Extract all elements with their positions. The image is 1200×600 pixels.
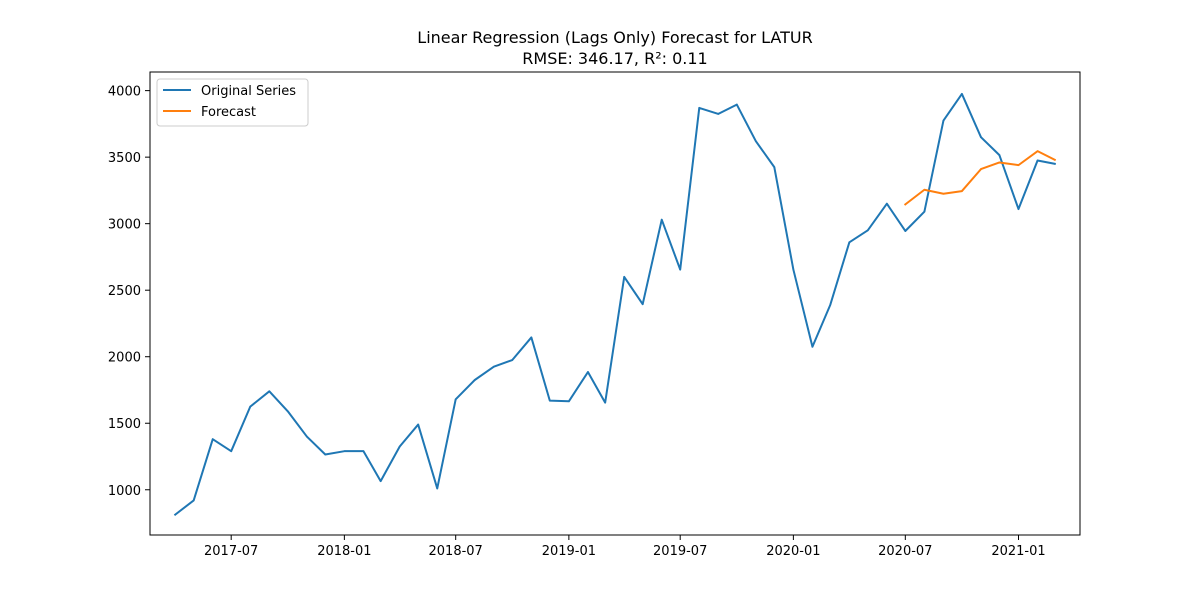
- series-forecast: [903, 150, 1057, 206]
- data-point: [362, 450, 365, 452]
- x-tick-label: 2020-01: [766, 544, 820, 559]
- legend-label-original: Original Series: [201, 84, 296, 99]
- data-point: [343, 450, 346, 452]
- x-tick-label: 2018-07: [429, 544, 483, 559]
- y-tick-label: 2500: [108, 284, 141, 299]
- y-tick-label: 1500: [108, 417, 141, 432]
- data-point: [511, 359, 514, 361]
- data-point: [324, 453, 327, 456]
- data-point: [1053, 163, 1056, 165]
- series-original-series: [173, 92, 1056, 517]
- data-point: [755, 140, 757, 142]
- data-point: [773, 166, 776, 168]
- plot-area: [149, 71, 1081, 536]
- data-point: [923, 188, 926, 191]
- data-point: [848, 241, 851, 244]
- series-line: [173, 92, 1056, 517]
- data-point: [174, 513, 177, 516]
- y-tick-label: 3500: [108, 151, 141, 166]
- data-point: [998, 161, 1001, 164]
- y-tick-label: 2000: [108, 351, 141, 366]
- data-point: [961, 93, 963, 95]
- data-point: [1053, 159, 1056, 161]
- data-point: [192, 499, 195, 502]
- data-point: [493, 365, 495, 368]
- series-layer: [173, 92, 1057, 517]
- data-point: [886, 202, 888, 205]
- chart-subtitle: RMSE: 346.17, R²: 0.11: [522, 49, 707, 68]
- y-tick-label: 1000: [108, 484, 141, 499]
- y-tick-label: 3000: [108, 218, 141, 233]
- data-point: [904, 203, 907, 206]
- data-point: [942, 192, 945, 195]
- data-point: [923, 210, 926, 213]
- data-point: [398, 445, 401, 448]
- x-tick-label: 2020-07: [878, 544, 932, 559]
- plot-frame: [149, 71, 1081, 536]
- data-point: [587, 371, 589, 373]
- legend: Original Series Forecast: [156, 78, 309, 127]
- data-point: [623, 276, 626, 278]
- data-point: [904, 230, 907, 232]
- data-point: [980, 136, 982, 138]
- data-point: [998, 154, 1001, 156]
- data-point: [679, 268, 681, 271]
- data-point: [230, 450, 232, 452]
- data-point: [530, 336, 533, 339]
- y-axis: 1000 1500 2000 2500 3000 3500 4000: [108, 85, 150, 499]
- data-point: [604, 401, 606, 404]
- data-point: [735, 103, 738, 106]
- data-point: [211, 438, 214, 441]
- data-point: [811, 345, 814, 348]
- data-point: [1017, 164, 1020, 166]
- data-point: [268, 390, 271, 393]
- data-point: [1017, 208, 1020, 210]
- data-point: [961, 190, 963, 192]
- data-point: [568, 400, 570, 403]
- legend-box: [156, 78, 309, 127]
- x-tick-label: 2018-01: [317, 544, 371, 559]
- x-tick-label: 2019-07: [653, 544, 707, 559]
- data-point: [792, 268, 795, 271]
- data-point: [306, 435, 308, 438]
- y-tick-label: 4000: [108, 85, 141, 100]
- data-point: [698, 107, 701, 109]
- data-point: [660, 218, 663, 221]
- data-point: [641, 303, 644, 305]
- data-point: [454, 398, 457, 401]
- data-point: [379, 480, 382, 482]
- data-point: [436, 487, 439, 490]
- x-tick-label: 2019-01: [542, 544, 596, 559]
- data-point: [473, 379, 476, 381]
- data-point: [286, 410, 289, 413]
- data-point: [829, 304, 832, 306]
- data-point: [717, 113, 720, 115]
- legend-label-forecast: Forecast: [201, 105, 256, 120]
- data-point: [1036, 159, 1039, 162]
- data-point: [549, 399, 551, 402]
- data-point: [867, 229, 869, 232]
- chart-title: Linear Regression (Lags Only) Forecast f…: [417, 28, 812, 47]
- x-tick-label: 2017-07: [204, 544, 258, 559]
- data-point: [249, 405, 252, 408]
- x-axis: 2017-07 2018-01 2018-07 2019-01 2019-07 2020-…: [204, 535, 1046, 559]
- data-point: [1036, 150, 1039, 152]
- x-tick-label: 2021-01: [991, 544, 1045, 559]
- data-point: [980, 168, 982, 170]
- data-point: [942, 119, 945, 122]
- data-point: [417, 423, 419, 426]
